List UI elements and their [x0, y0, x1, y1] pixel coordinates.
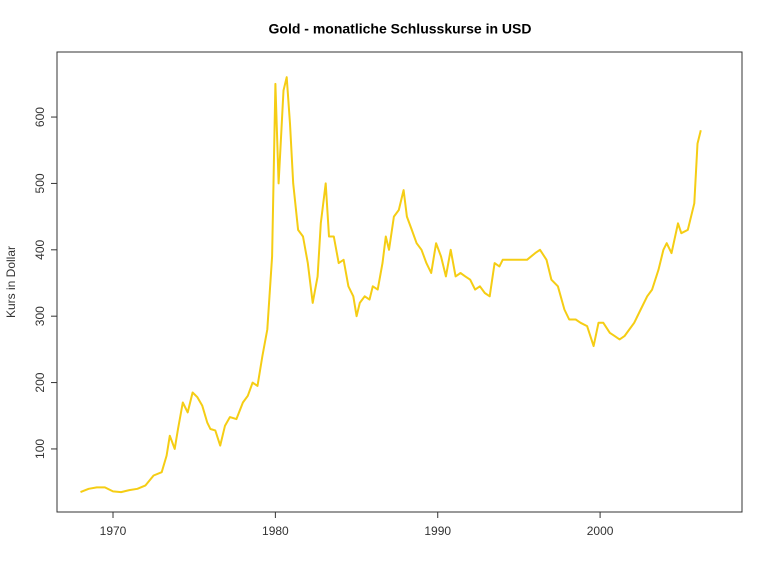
x-tick-label: 2000 [587, 524, 614, 538]
y-tick-label: 300 [33, 306, 47, 326]
price-line [80, 76, 702, 494]
chart-title: Gold - monatliche Schlusskurse in USD [269, 21, 532, 37]
y-tick-label: 400 [33, 239, 47, 259]
y-tick-label: 500 [33, 173, 47, 193]
x-tick-label: 1980 [262, 524, 289, 538]
x-tick-label: 1970 [100, 524, 127, 538]
plot-frame [56, 51, 743, 513]
x-tick-label: 1990 [424, 524, 451, 538]
y-axis-label: Kurs in Dollar [4, 246, 18, 318]
y-tick-label: 100 [33, 439, 47, 459]
y-tick-label: 200 [33, 372, 47, 392]
y-tick-label: 600 [33, 107, 47, 127]
